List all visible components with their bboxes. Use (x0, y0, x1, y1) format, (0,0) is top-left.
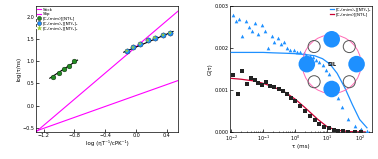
Point (167, 31, 173, 34)
Point (233, 20, 239, 22)
Point (160, 34, 166, 36)
Point (294, 51, 300, 54)
Point (259, 24, 265, 26)
Point (239, 34, 245, 37)
Point (267, 85, 273, 87)
Point (66, 65, 72, 67)
Point (304, 53, 310, 56)
Point (352, 131, 358, 133)
Point (265, 47, 271, 49)
Point (316, 122, 322, 125)
Point (278, 43, 284, 45)
Point (271, 41, 277, 43)
Point (61, 68, 67, 71)
Point (50, 76, 56, 78)
Point (339, 106, 345, 108)
Point (246, 26, 252, 29)
Point (312, 119, 318, 121)
Point (145, 39, 151, 41)
Point (255, 81, 261, 84)
Point (145, 39, 151, 41)
Point (319, 64, 325, 66)
Point (345, 130, 352, 133)
Point (292, 100, 298, 102)
Point (130, 46, 136, 49)
Point (331, 129, 337, 131)
Point (252, 78, 258, 81)
Point (268, 34, 274, 37)
Point (352, 124, 358, 127)
Point (137, 43, 143, 45)
Point (248, 76, 254, 79)
Point (160, 34, 166, 36)
Point (284, 93, 290, 96)
Y-axis label: log(τ/ns): log(τ/ns) (16, 57, 21, 81)
Point (321, 125, 327, 128)
Point (326, 73, 332, 76)
Point (340, 130, 346, 132)
X-axis label: log (ηT⁻¹/cPK⁻¹): log (ηT⁻¹/cPK⁻¹) (86, 140, 129, 146)
Point (307, 115, 313, 117)
Point (229, 14, 235, 16)
Point (335, 97, 341, 100)
Point (326, 127, 332, 129)
Point (313, 58, 319, 61)
Point (263, 80, 269, 83)
Point (323, 69, 329, 71)
Point (124, 50, 130, 52)
Point (297, 51, 303, 54)
Point (152, 36, 158, 39)
Point (301, 52, 307, 55)
Point (280, 90, 286, 92)
Point (358, 128, 364, 130)
Point (284, 47, 290, 49)
Legend: [C₄(mim)₂][NTf₂]₂, [C₄(mim)][NTf₂]: [C₄(mim)₂][NTf₂]₂, [C₄(mim)][NTf₂] (330, 7, 372, 17)
Point (124, 50, 130, 52)
Y-axis label: G(τ): G(τ) (208, 63, 213, 75)
Point (239, 70, 245, 73)
Point (335, 129, 341, 132)
Point (167, 31, 173, 34)
Point (364, 129, 370, 132)
Point (276, 88, 282, 90)
X-axis label: τ (ms): τ (ms) (292, 144, 310, 149)
Point (252, 22, 258, 24)
Point (229, 74, 235, 77)
Point (259, 84, 265, 86)
Point (152, 36, 158, 39)
Point (249, 30, 255, 33)
Point (271, 86, 277, 88)
Point (236, 18, 242, 20)
Point (316, 60, 322, 63)
Point (307, 55, 313, 57)
Point (333, 90, 339, 92)
Point (291, 49, 297, 52)
Point (358, 131, 364, 133)
Point (137, 43, 143, 45)
Point (287, 49, 293, 52)
Point (275, 37, 281, 39)
Point (302, 110, 308, 112)
Point (255, 32, 261, 35)
Point (329, 80, 335, 83)
Point (56, 72, 62, 75)
Point (243, 20, 249, 22)
Point (297, 105, 303, 107)
Point (345, 117, 352, 120)
Point (262, 30, 268, 33)
Legend: Stick, Slip, [C₄(mim)][NTf₂], [C₄(mim)₂][NTf₂]₂, [C₄(mim)₂][NTf₂]₂: Stick, Slip, [C₄(mim)][NTf₂], [C₄(mim)₂]… (37, 7, 79, 31)
Point (71, 60, 77, 63)
Point (288, 96, 294, 99)
Point (281, 41, 287, 43)
Point (310, 56, 316, 59)
Point (243, 83, 249, 85)
Point (235, 93, 241, 96)
Point (130, 46, 136, 49)
